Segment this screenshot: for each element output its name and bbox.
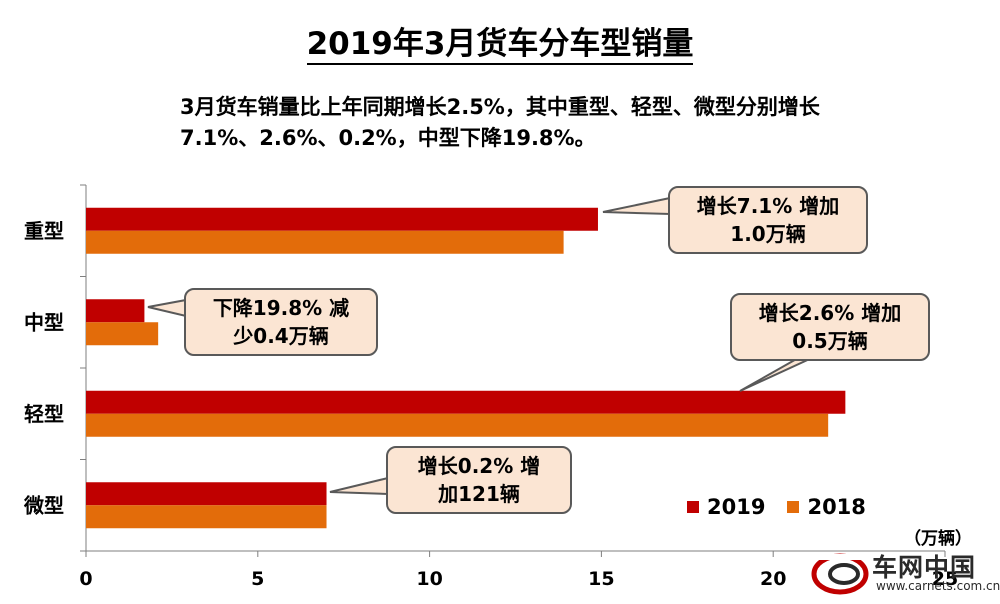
- callout-medium-line1: 下降19.8% 减: [212, 296, 350, 320]
- logo-url: www.carnets.com.cn: [876, 579, 1000, 593]
- callout-medium: 下降19.8% 减 少0.4万辆: [184, 288, 378, 356]
- callout-pointer-medium: [147, 298, 187, 318]
- bar-2018-1: [86, 322, 159, 346]
- x-tick-label: 5: [251, 568, 264, 590]
- bar-2018-0: [86, 230, 564, 254]
- unit-label: （万辆）: [904, 529, 972, 549]
- legend-label-2019: 2019: [707, 495, 766, 519]
- callout-light: 增长2.6% 增加 0.5万辆: [730, 293, 930, 361]
- logo-name: 车网中国: [872, 553, 977, 582]
- callout-light-line1: 增长2.6% 增加: [758, 301, 902, 325]
- legend-swatch-2018: [787, 501, 800, 513]
- callout-medium-line2: 少0.4万辆: [233, 324, 329, 348]
- bar-2019-2: [86, 390, 846, 414]
- category-label: 中型: [24, 310, 64, 334]
- x-tick-label: 0: [79, 568, 92, 590]
- chart-bars: [86, 207, 846, 529]
- logo-mark-icon: [811, 553, 869, 595]
- bar-2019-0: [86, 207, 598, 231]
- x-tick-label: 25: [932, 568, 958, 590]
- bar-2018-3: [86, 505, 327, 529]
- chart-title-text: 2019年3月货车分车型销量: [306, 26, 694, 65]
- bar-2018-2: [86, 413, 829, 437]
- bar-2019-1: [86, 299, 145, 323]
- category-label: 微型: [23, 493, 64, 517]
- callout-pointer-micro: [329, 476, 389, 496]
- callout-heavy-line1: 增长7.1% 增加: [696, 194, 840, 218]
- legend-swatch-2019: [687, 501, 699, 513]
- bar-2019-3: [86, 482, 327, 506]
- summary-text: 3月货车销量比上年同期增长2.5%，其中重型、轻型、微型分别增长 7.1%、2.…: [180, 92, 980, 154]
- callout-pointer-heavy: [602, 196, 671, 216]
- site-logo: 车网中国 www.carnets.com.cn: [806, 546, 1000, 602]
- summary-line-1: 3月货车销量比上年同期增长2.5%，其中重型、轻型、微型分别增长: [180, 95, 820, 119]
- category-label: 重型: [24, 219, 64, 243]
- callout-pointers: [147, 196, 815, 496]
- callout-micro: 增长0.2% 增 加121辆: [386, 446, 572, 514]
- x-tick-label: 15: [588, 568, 614, 590]
- callout-micro-line1: 增长0.2% 增: [417, 454, 541, 478]
- callout-light-line2: 0.5万辆: [792, 329, 868, 353]
- callout-pointer-light: [739, 356, 815, 392]
- category-label: 轻型: [24, 402, 64, 426]
- callout-heavy: 增长7.1% 增加 1.0万辆: [668, 186, 868, 254]
- callout-micro-line2: 加121辆: [438, 482, 520, 506]
- x-tick-label: 20: [760, 568, 786, 590]
- chart-legend: 2019 2018: [687, 495, 866, 519]
- legend-label-2018: 2018: [807, 495, 866, 519]
- legend-item-2019: 2019: [687, 495, 765, 519]
- legend-item-2018: 2018: [787, 495, 866, 519]
- callout-heavy-line2: 1.0万辆: [730, 222, 806, 246]
- chart-title: 2019年3月货车分车型销量: [0, 24, 1000, 65]
- summary-line-2: 7.1%、2.6%、0.2%，中型下降19.8%。: [180, 126, 596, 150]
- x-tick-label: 10: [416, 568, 442, 590]
